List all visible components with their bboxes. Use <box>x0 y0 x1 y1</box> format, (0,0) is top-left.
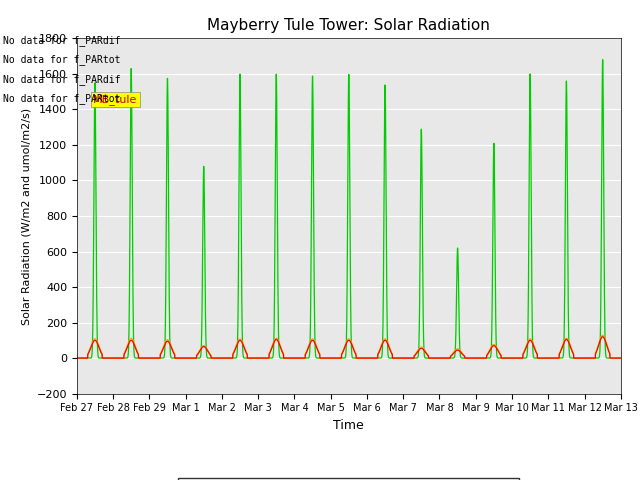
PAR In <box>616 355 624 361</box>
PAR Tule <box>328 355 336 361</box>
PAR In <box>599 57 607 62</box>
PAR Tule <box>599 333 607 338</box>
PAR Water <box>617 355 625 361</box>
PAR In <box>440 355 448 361</box>
PAR Water <box>471 355 479 361</box>
PAR Water <box>440 355 448 361</box>
Legend: PAR Water, PAR Tule, PAR In: PAR Water, PAR Tule, PAR In <box>178 478 520 480</box>
PAR In <box>471 355 479 361</box>
PAR In <box>171 355 179 361</box>
PAR Tule <box>502 355 509 361</box>
Text: No data for f_PARtot: No data for f_PARtot <box>3 93 121 104</box>
Title: Mayberry Tule Tower: Solar Radiation: Mayberry Tule Tower: Solar Radiation <box>207 18 490 33</box>
PAR Tule <box>73 355 81 361</box>
PAR Tule <box>471 355 479 361</box>
PAR Tule <box>617 355 625 361</box>
PAR In <box>502 355 509 361</box>
PAR Tule <box>616 355 624 361</box>
PAR Water <box>73 355 81 361</box>
PAR Water <box>171 352 179 358</box>
PAR Tule <box>171 351 179 357</box>
Text: No data for f_PARdif: No data for f_PARdif <box>3 35 121 46</box>
PAR Water <box>328 355 336 361</box>
Y-axis label: Solar Radiation (W/m2 and umol/m2/s): Solar Radiation (W/m2 and umol/m2/s) <box>21 108 31 324</box>
Text: No data for f_PARtot: No data for f_PARtot <box>3 54 121 65</box>
PAR Water <box>616 355 624 361</box>
PAR In <box>73 355 81 361</box>
PAR Water <box>599 334 607 340</box>
PAR Water <box>502 355 509 361</box>
X-axis label: Time: Time <box>333 419 364 432</box>
PAR In <box>617 355 625 361</box>
Line: PAR Tule: PAR Tule <box>77 336 621 358</box>
Line: PAR In: PAR In <box>77 60 621 358</box>
Text: MB_tule: MB_tule <box>93 95 138 105</box>
PAR Tule <box>440 355 448 361</box>
Text: No data for f_PARdif: No data for f_PARdif <box>3 73 121 84</box>
PAR In <box>328 355 336 361</box>
Line: PAR Water: PAR Water <box>77 337 621 358</box>
